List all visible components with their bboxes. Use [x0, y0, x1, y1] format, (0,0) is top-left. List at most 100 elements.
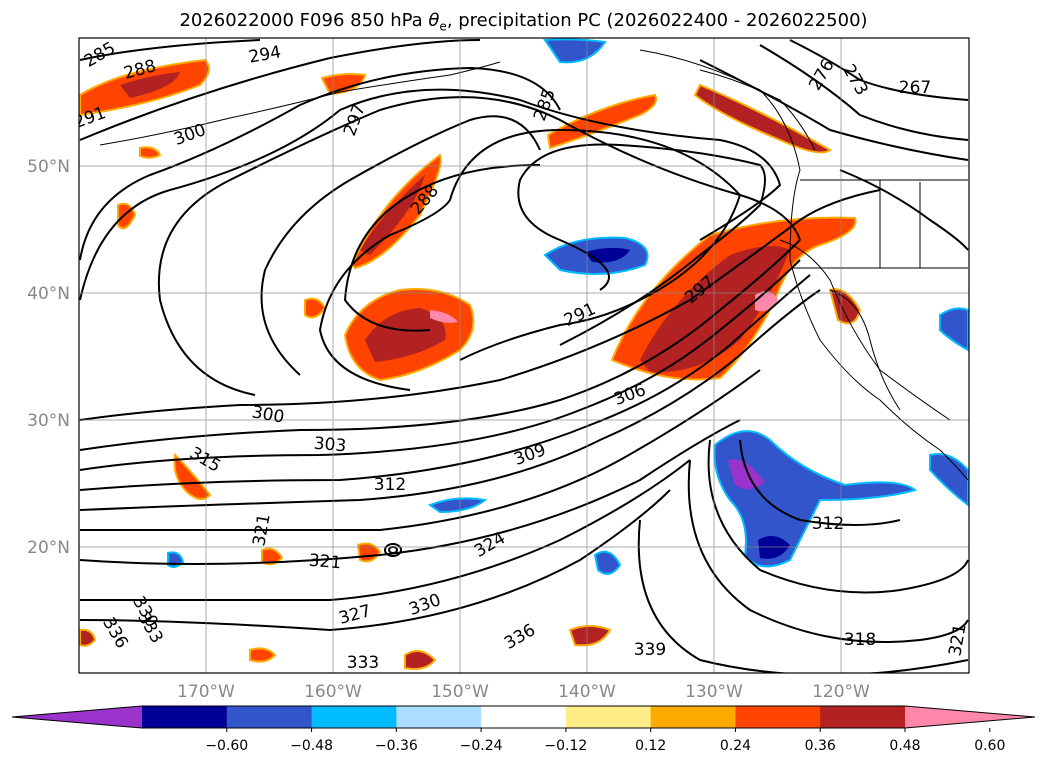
contour-label: 312 [812, 514, 844, 534]
precip-cell [568, 625, 612, 647]
colorbar-segment [650, 706, 736, 728]
precip-cell [79, 628, 97, 647]
contour-line [157, 96, 801, 396]
colorbar-tick-label: −0.48 [290, 738, 333, 754]
contour-line [260, 115, 541, 376]
contour-line [79, 39, 261, 61]
lat-label: 40°N [27, 284, 70, 304]
lat-label: 30°N [27, 411, 70, 431]
lon-labels: 170°W 160°W 150°W 140°W 130°W 120°W [177, 682, 870, 702]
colorbar-segment [565, 706, 652, 728]
contour-line [79, 459, 691, 602]
contour-label: 333 [347, 653, 379, 673]
colorbar-tick-label: 0.36 [805, 738, 836, 754]
colorbar-outline [11, 705, 1036, 729]
colorbar-tick-label: −0.12 [544, 738, 587, 754]
contour-label: 303 [313, 434, 347, 457]
contour-label: 339 [634, 640, 666, 660]
lon-label: 150°W [431, 682, 489, 702]
contour-line [79, 489, 671, 632]
precip-cell [261, 547, 284, 566]
precip-band-core [640, 246, 790, 373]
contour-line [79, 289, 821, 511]
coastline [639, 49, 969, 481]
coastline [99, 61, 501, 146]
precip-neg-cell [929, 453, 969, 508]
graticule [79, 38, 969, 673]
contour-label: 318 [844, 630, 876, 650]
contour-line [759, 44, 969, 141]
precip-cell [173, 452, 212, 500]
contour-line [79, 239, 801, 451]
precip-core [365, 308, 446, 362]
precip-neg-cell [543, 38, 607, 64]
title-theta: θ [428, 10, 440, 31]
contour-line [79, 274, 811, 491]
precip-neg-cell [427, 497, 488, 514]
colorbar-tick-label: −0.60 [205, 738, 248, 754]
colorbar-segment [820, 706, 906, 728]
coastline [829, 289, 901, 411]
precip-cell [139, 146, 162, 159]
contour-line [517, 143, 766, 346]
precip-core [120, 72, 180, 98]
colorbar-segment [396, 706, 482, 728]
contour-line [687, 459, 969, 643]
lon-label: 170°W [177, 682, 235, 702]
contour-line [79, 39, 481, 141]
contour-line [343, 164, 541, 332]
precip-neg-cell [939, 307, 969, 352]
precip-neg-cell [713, 430, 918, 568]
title-prefix: 2026022000 F096 850 hPa [179, 10, 429, 31]
coastline [699, 69, 816, 151]
colorbar-segment [311, 706, 397, 728]
contour-line [839, 169, 969, 251]
coastlines [99, 49, 969, 481]
lat-label: 50°N [27, 157, 70, 177]
contour-line [79, 88, 782, 301]
lon-label: 120°W [812, 682, 870, 702]
colorbar-tick-label: 0.60 [974, 738, 1005, 754]
map-title: 2026022000 F096 850 hPa θe, precipitatio… [0, 10, 1047, 34]
precip-negative [167, 38, 969, 575]
colorbar-extend-low [12, 706, 142, 728]
precip-band [546, 93, 657, 150]
plot-frame [78, 37, 970, 674]
precip-cell [404, 650, 437, 670]
title-suffix: , precipitation PC (2026022400 - 2026022… [446, 10, 868, 31]
colorbar: −0.60 −0.48 −0.36 −0.24 −0.12 0.12 0.24 0.36 0.4… [11, 705, 1036, 754]
lon-label: 130°W [685, 682, 743, 702]
contour-line [739, 439, 901, 526]
coastline [779, 239, 951, 421]
contour-line [79, 259, 801, 471]
contour-closed [384, 543, 402, 557]
lon-label: 160°W [304, 682, 362, 702]
contour-label: 321 [945, 622, 970, 657]
contour-line [637, 519, 969, 673]
lat-labels: 50°N 40°N 30°N 20°N [27, 157, 70, 558]
colorbar-tick-label: 0.48 [889, 738, 920, 754]
precip-peak [430, 310, 458, 323]
theta-e-contours [79, 39, 969, 673]
lon-label: 140°W [558, 682, 616, 702]
contour-label: 267 [899, 78, 931, 98]
contour-label: 312 [374, 475, 406, 495]
colorbar-tick-label: −0.24 [460, 738, 503, 754]
contour-line [79, 66, 561, 261]
contour-label: 321 [308, 551, 342, 574]
precip-cell [249, 647, 277, 663]
colorbar-segment [226, 706, 313, 728]
precip-neg-cell [593, 550, 622, 575]
colorbar-tick-label: 0.12 [635, 738, 666, 754]
contour-line [707, 439, 969, 594]
colorbar-segment [735, 706, 821, 728]
colorbar-segment [481, 706, 567, 728]
contour-line [318, 128, 742, 391]
colorbar-segment [142, 706, 228, 728]
precip-band [693, 83, 832, 154]
precip-neg-peak [728, 459, 765, 490]
colorbar-tick-label: 0.24 [720, 738, 751, 754]
contour-line [79, 419, 741, 565]
